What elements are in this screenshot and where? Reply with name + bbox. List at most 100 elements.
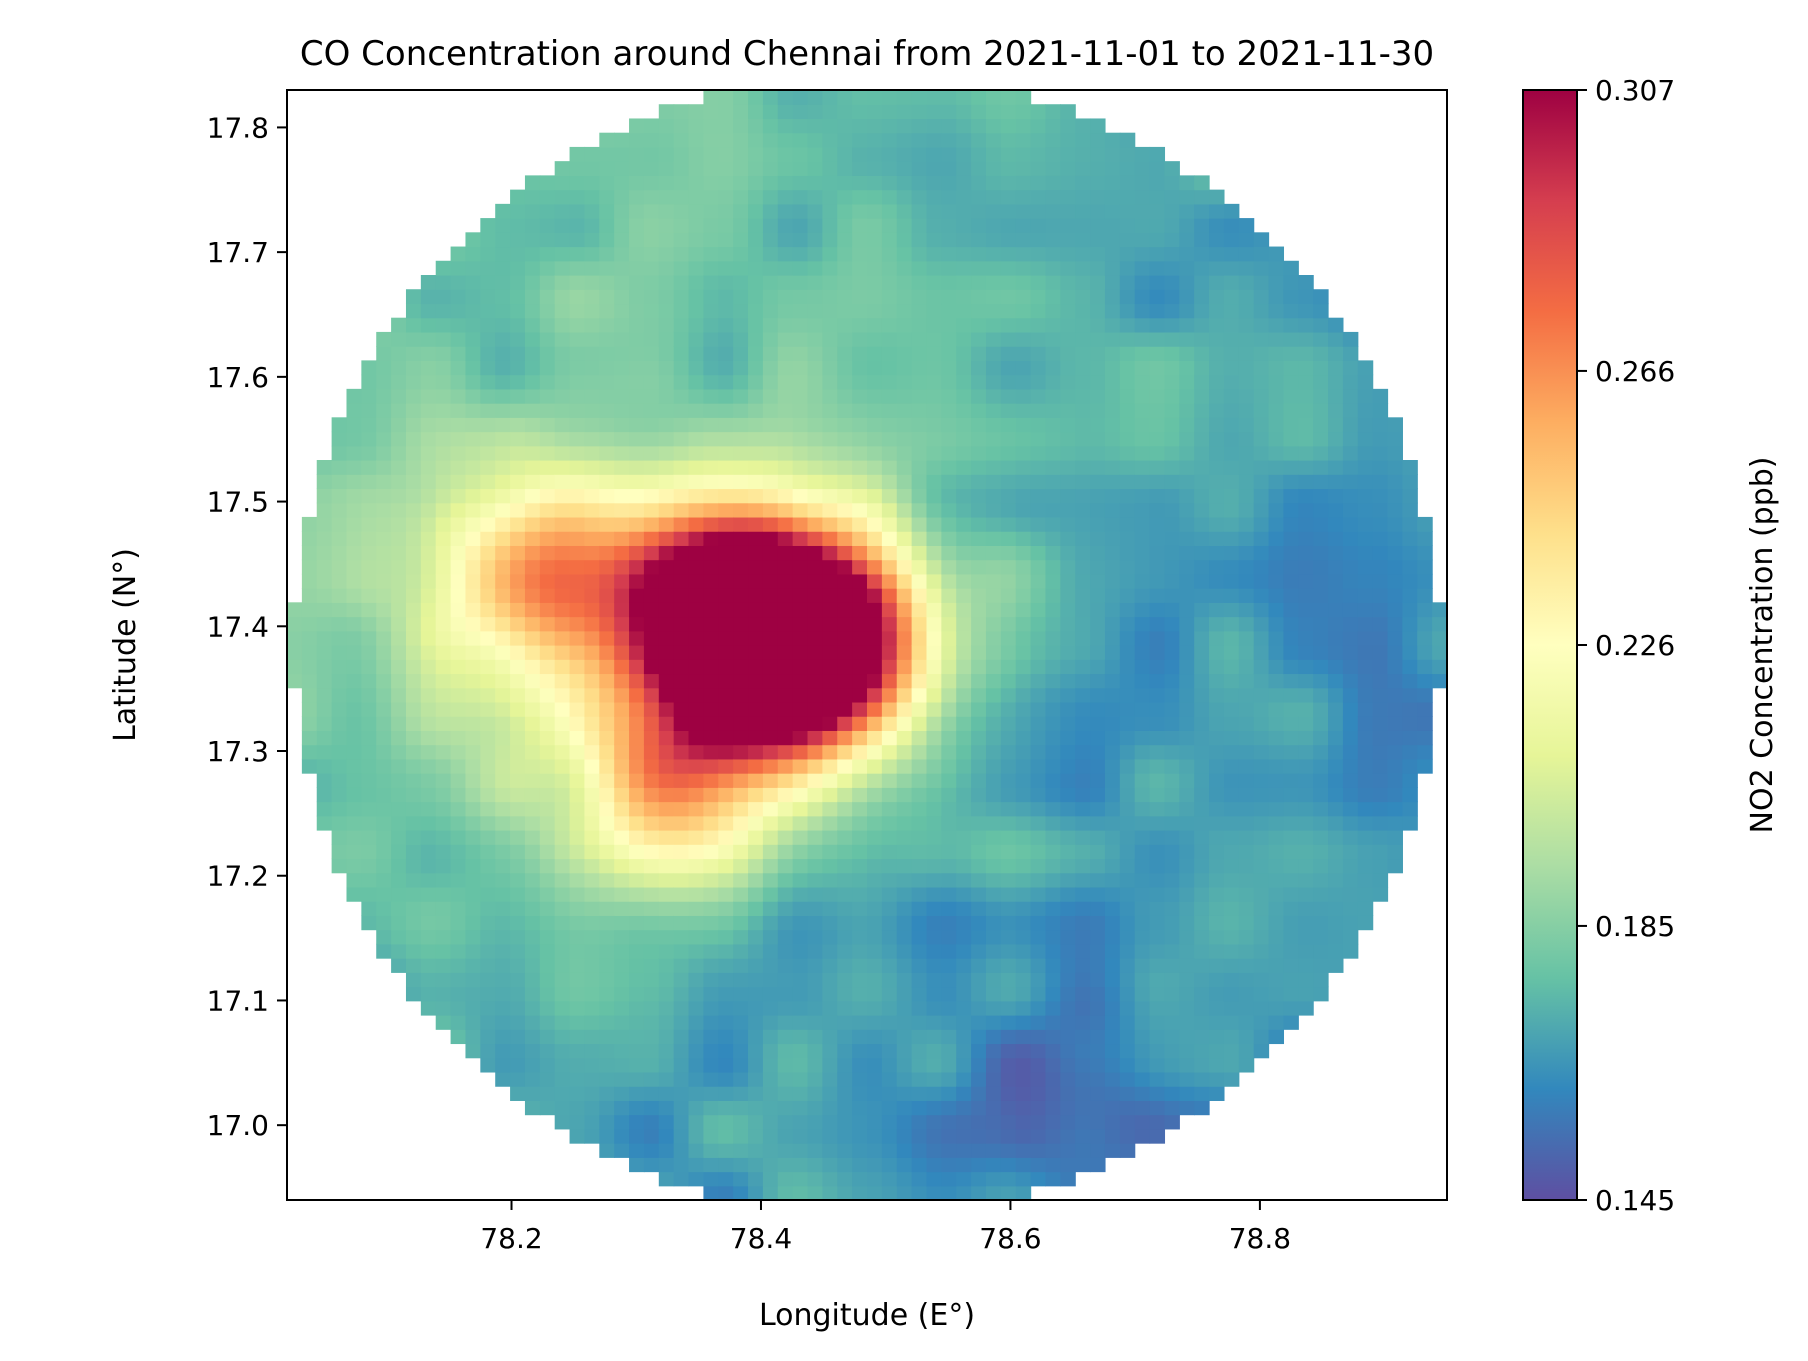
heatmap-cell — [1090, 1029, 1106, 1045]
heatmap-cell — [733, 1100, 749, 1116]
heatmap-cell — [510, 872, 526, 888]
heatmap-cell — [1134, 559, 1151, 575]
heatmap-cell — [867, 161, 883, 176]
heatmap-cell — [316, 673, 333, 689]
heatmap-cell — [852, 972, 868, 988]
heatmap-cell — [971, 787, 987, 803]
heatmap-cell — [658, 502, 675, 518]
heatmap-cell — [301, 588, 318, 603]
heatmap-cell — [1313, 929, 1329, 945]
heatmap-cell — [524, 559, 541, 575]
heatmap-cell — [1372, 730, 1389, 746]
heatmap-cell — [1328, 573, 1344, 589]
heatmap-cell — [703, 1128, 719, 1144]
heatmap-cell — [956, 1071, 972, 1087]
heatmap-cell — [658, 588, 675, 603]
heatmap-cell — [1149, 1114, 1166, 1130]
heatmap-cell — [510, 830, 526, 845]
heatmap-cell — [688, 1029, 705, 1045]
heatmap-cell — [1060, 488, 1076, 504]
heatmap-cell — [867, 118, 883, 134]
heatmap-cell — [346, 474, 362, 490]
heatmap-cell — [1075, 360, 1091, 376]
heatmap-cell — [1238, 716, 1255, 731]
heatmap-cell — [643, 687, 660, 703]
heatmap-cell — [1104, 488, 1121, 504]
heatmap-cell — [599, 773, 615, 788]
heatmap-cell — [985, 317, 1002, 333]
heatmap-cell — [1253, 602, 1270, 618]
heatmap-cell — [1000, 787, 1017, 803]
heatmap-cell — [792, 901, 809, 916]
heatmap-cell — [614, 602, 630, 618]
heatmap-cell — [1119, 773, 1136, 788]
heatmap-cell — [867, 516, 883, 532]
heatmap-cell — [1075, 872, 1091, 888]
heatmap-cell — [1253, 360, 1270, 376]
heatmap-cell — [911, 602, 928, 618]
heatmap-cell — [346, 573, 362, 589]
heatmap-cell — [1015, 701, 1032, 717]
heatmap-cell — [1045, 815, 1061, 831]
heatmap-cell — [584, 189, 600, 205]
heatmap-cell — [524, 901, 541, 916]
heatmap-cell — [480, 445, 496, 461]
heatmap-cell — [1030, 915, 1047, 931]
heatmap-cell — [643, 1100, 660, 1116]
heatmap-cell — [1342, 801, 1359, 817]
heatmap-cell — [1223, 1000, 1240, 1016]
heatmap-cell — [1298, 602, 1314, 618]
heatmap-cell — [1119, 872, 1136, 888]
heatmap-cell — [1030, 872, 1047, 888]
heatmap-cell — [554, 673, 571, 689]
heatmap-cell — [896, 588, 913, 603]
heatmap-cell — [1060, 516, 1076, 532]
heatmap-cell — [420, 645, 437, 660]
heatmap-cell — [1164, 701, 1180, 717]
heatmap-cell — [1179, 260, 1195, 276]
heatmap-cell — [1283, 687, 1299, 703]
heatmap-cell — [837, 317, 853, 333]
heatmap-cell — [1000, 232, 1017, 248]
heatmap-cell — [614, 1000, 630, 1016]
heatmap-cell — [1194, 1086, 1210, 1101]
heatmap-cell — [1253, 815, 1270, 831]
heatmap-cell — [1015, 445, 1032, 461]
heatmap-cell — [495, 502, 511, 518]
heatmap-cell — [748, 545, 764, 561]
heatmap-cell — [792, 701, 809, 717]
heatmap-cell — [524, 943, 541, 959]
heatmap-cell — [614, 744, 630, 760]
heatmap-cell — [985, 787, 1002, 803]
heatmap-cell — [1432, 645, 1447, 660]
heatmap-cell — [599, 460, 615, 475]
heatmap-cell — [1328, 773, 1344, 788]
heatmap-cell — [1090, 1086, 1106, 1101]
heatmap-cell — [941, 1043, 957, 1059]
heatmap-cell — [1283, 303, 1299, 319]
heatmap-cell — [733, 118, 749, 134]
heatmap-cell — [643, 132, 660, 148]
heatmap-cell — [510, 801, 526, 817]
heatmap-cell — [1000, 531, 1017, 546]
heatmap-cell — [807, 602, 823, 618]
heatmap-cell — [1179, 417, 1195, 433]
heatmap-cell — [1060, 716, 1076, 731]
heatmap-cell — [867, 246, 883, 262]
heatmap-cell — [852, 1015, 868, 1030]
heatmap-cell — [658, 289, 675, 305]
heatmap-cell — [1387, 588, 1403, 603]
heatmap-cell — [1223, 573, 1240, 589]
heatmap-cell — [762, 545, 779, 561]
heatmap-cell — [1402, 559, 1418, 575]
heatmap-cell — [1060, 986, 1076, 1002]
heatmap-cell — [1015, 929, 1032, 945]
heatmap-cell — [762, 1000, 779, 1016]
heatmap-cell — [1387, 673, 1403, 689]
heatmap-cell — [1045, 943, 1061, 959]
heatmap-cell — [569, 815, 586, 831]
heatmap-cell — [1342, 502, 1359, 518]
heatmap-cell — [658, 744, 675, 760]
heatmap-cell — [985, 246, 1002, 262]
heatmap-cell — [480, 773, 496, 788]
